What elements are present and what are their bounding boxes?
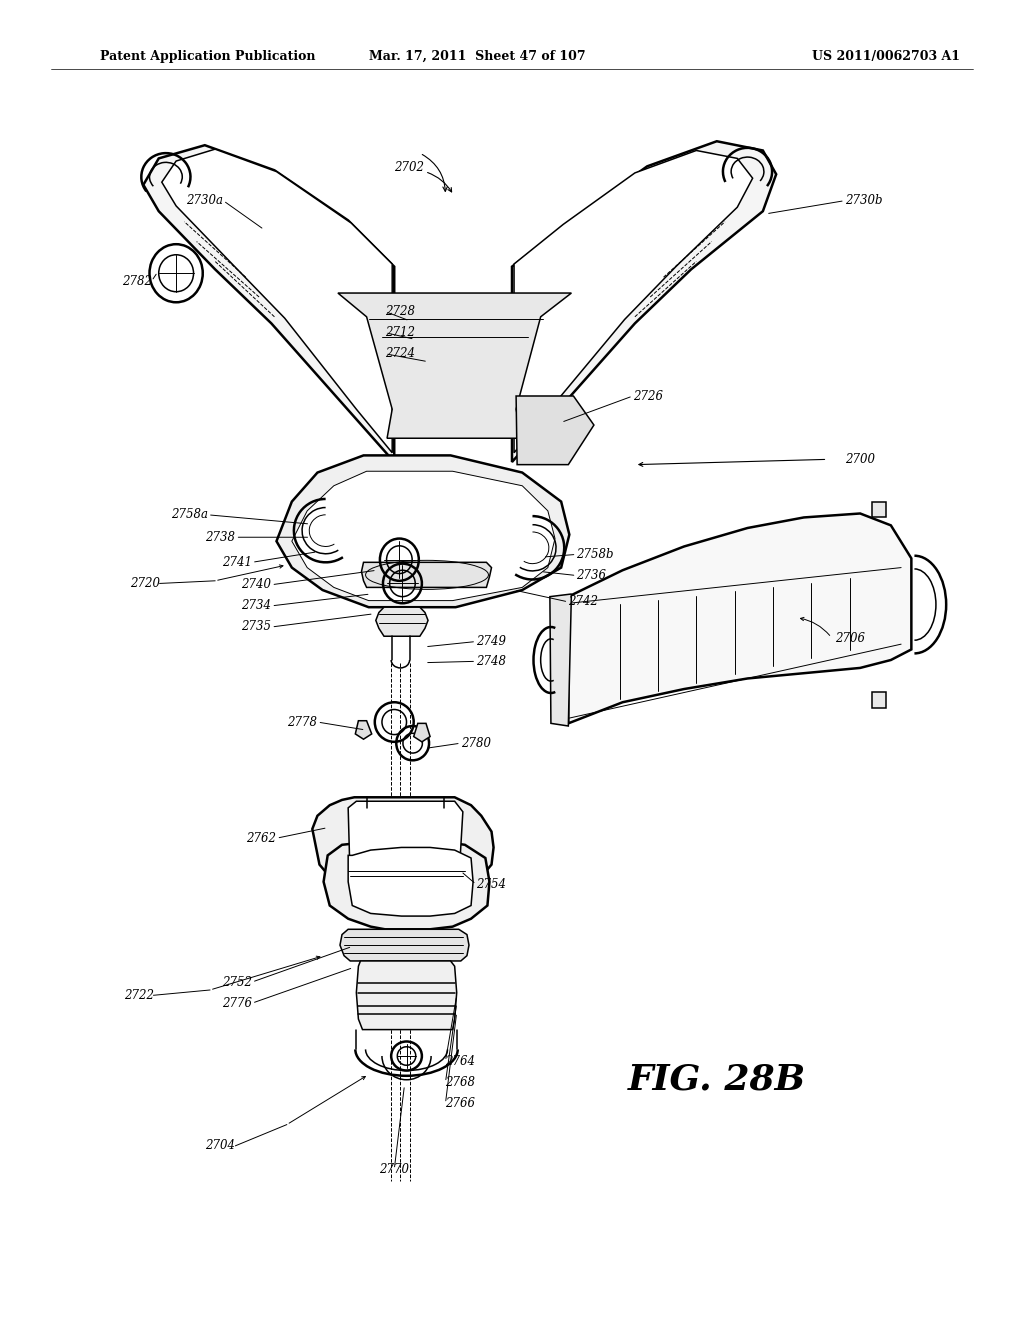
Text: 2738: 2738 <box>206 531 236 544</box>
Text: 2735: 2735 <box>242 620 271 634</box>
Text: 2704: 2704 <box>206 1139 236 1152</box>
Polygon shape <box>568 513 911 723</box>
Text: 2700: 2700 <box>845 453 874 466</box>
Text: 2780: 2780 <box>461 737 490 750</box>
Text: 2778: 2778 <box>288 715 317 729</box>
Polygon shape <box>312 797 494 891</box>
Polygon shape <box>276 455 569 607</box>
Polygon shape <box>348 801 463 887</box>
Text: 2742: 2742 <box>568 595 598 609</box>
Text: 2706: 2706 <box>835 632 864 645</box>
Polygon shape <box>872 502 886 517</box>
Text: US 2011/0062703 A1: US 2011/0062703 A1 <box>812 50 959 63</box>
Polygon shape <box>872 692 886 708</box>
Text: 2740: 2740 <box>242 578 271 591</box>
Polygon shape <box>512 141 776 462</box>
Text: 2768: 2768 <box>445 1076 475 1089</box>
Text: 2748: 2748 <box>476 655 506 668</box>
Polygon shape <box>338 293 571 438</box>
Text: 2749: 2749 <box>476 635 506 648</box>
Text: 2720: 2720 <box>130 577 160 590</box>
FancyArrowPatch shape <box>422 154 447 191</box>
Text: FIG. 28B: FIG. 28B <box>628 1063 806 1097</box>
Polygon shape <box>550 594 571 726</box>
Polygon shape <box>324 842 489 929</box>
Text: 2776: 2776 <box>222 997 252 1010</box>
Text: 2736: 2736 <box>577 569 606 582</box>
Text: 2730b: 2730b <box>845 194 883 207</box>
Text: 2770: 2770 <box>379 1163 410 1176</box>
Polygon shape <box>356 961 457 1030</box>
Text: 2752: 2752 <box>222 975 252 989</box>
Text: 2782: 2782 <box>122 275 152 288</box>
Text: 2724: 2724 <box>385 347 415 360</box>
Text: 2741: 2741 <box>222 556 252 569</box>
Text: 2728: 2728 <box>385 305 415 318</box>
Polygon shape <box>516 396 594 465</box>
Text: 2754: 2754 <box>476 878 506 891</box>
Text: 2726: 2726 <box>633 389 663 403</box>
Polygon shape <box>162 149 392 453</box>
Text: Mar. 17, 2011  Sheet 47 of 107: Mar. 17, 2011 Sheet 47 of 107 <box>369 50 586 63</box>
Text: 2702: 2702 <box>394 161 424 174</box>
Text: 2712: 2712 <box>385 326 415 339</box>
Polygon shape <box>361 562 492 587</box>
Text: 2764: 2764 <box>445 1055 475 1068</box>
Text: 2758a: 2758a <box>171 508 208 521</box>
Polygon shape <box>340 929 469 961</box>
Polygon shape <box>355 721 372 739</box>
Polygon shape <box>414 723 430 742</box>
Polygon shape <box>348 847 473 916</box>
Text: Patent Application Publication: Patent Application Publication <box>100 50 315 63</box>
Polygon shape <box>292 471 555 601</box>
Polygon shape <box>514 150 753 453</box>
Text: 2722: 2722 <box>124 989 154 1002</box>
Text: 2766: 2766 <box>445 1097 475 1110</box>
Text: 2762: 2762 <box>247 832 276 845</box>
Text: 2734: 2734 <box>242 599 271 612</box>
Text: 2730a: 2730a <box>186 194 223 207</box>
Polygon shape <box>376 607 428 636</box>
Text: 2758b: 2758b <box>577 548 614 561</box>
Polygon shape <box>143 145 394 462</box>
